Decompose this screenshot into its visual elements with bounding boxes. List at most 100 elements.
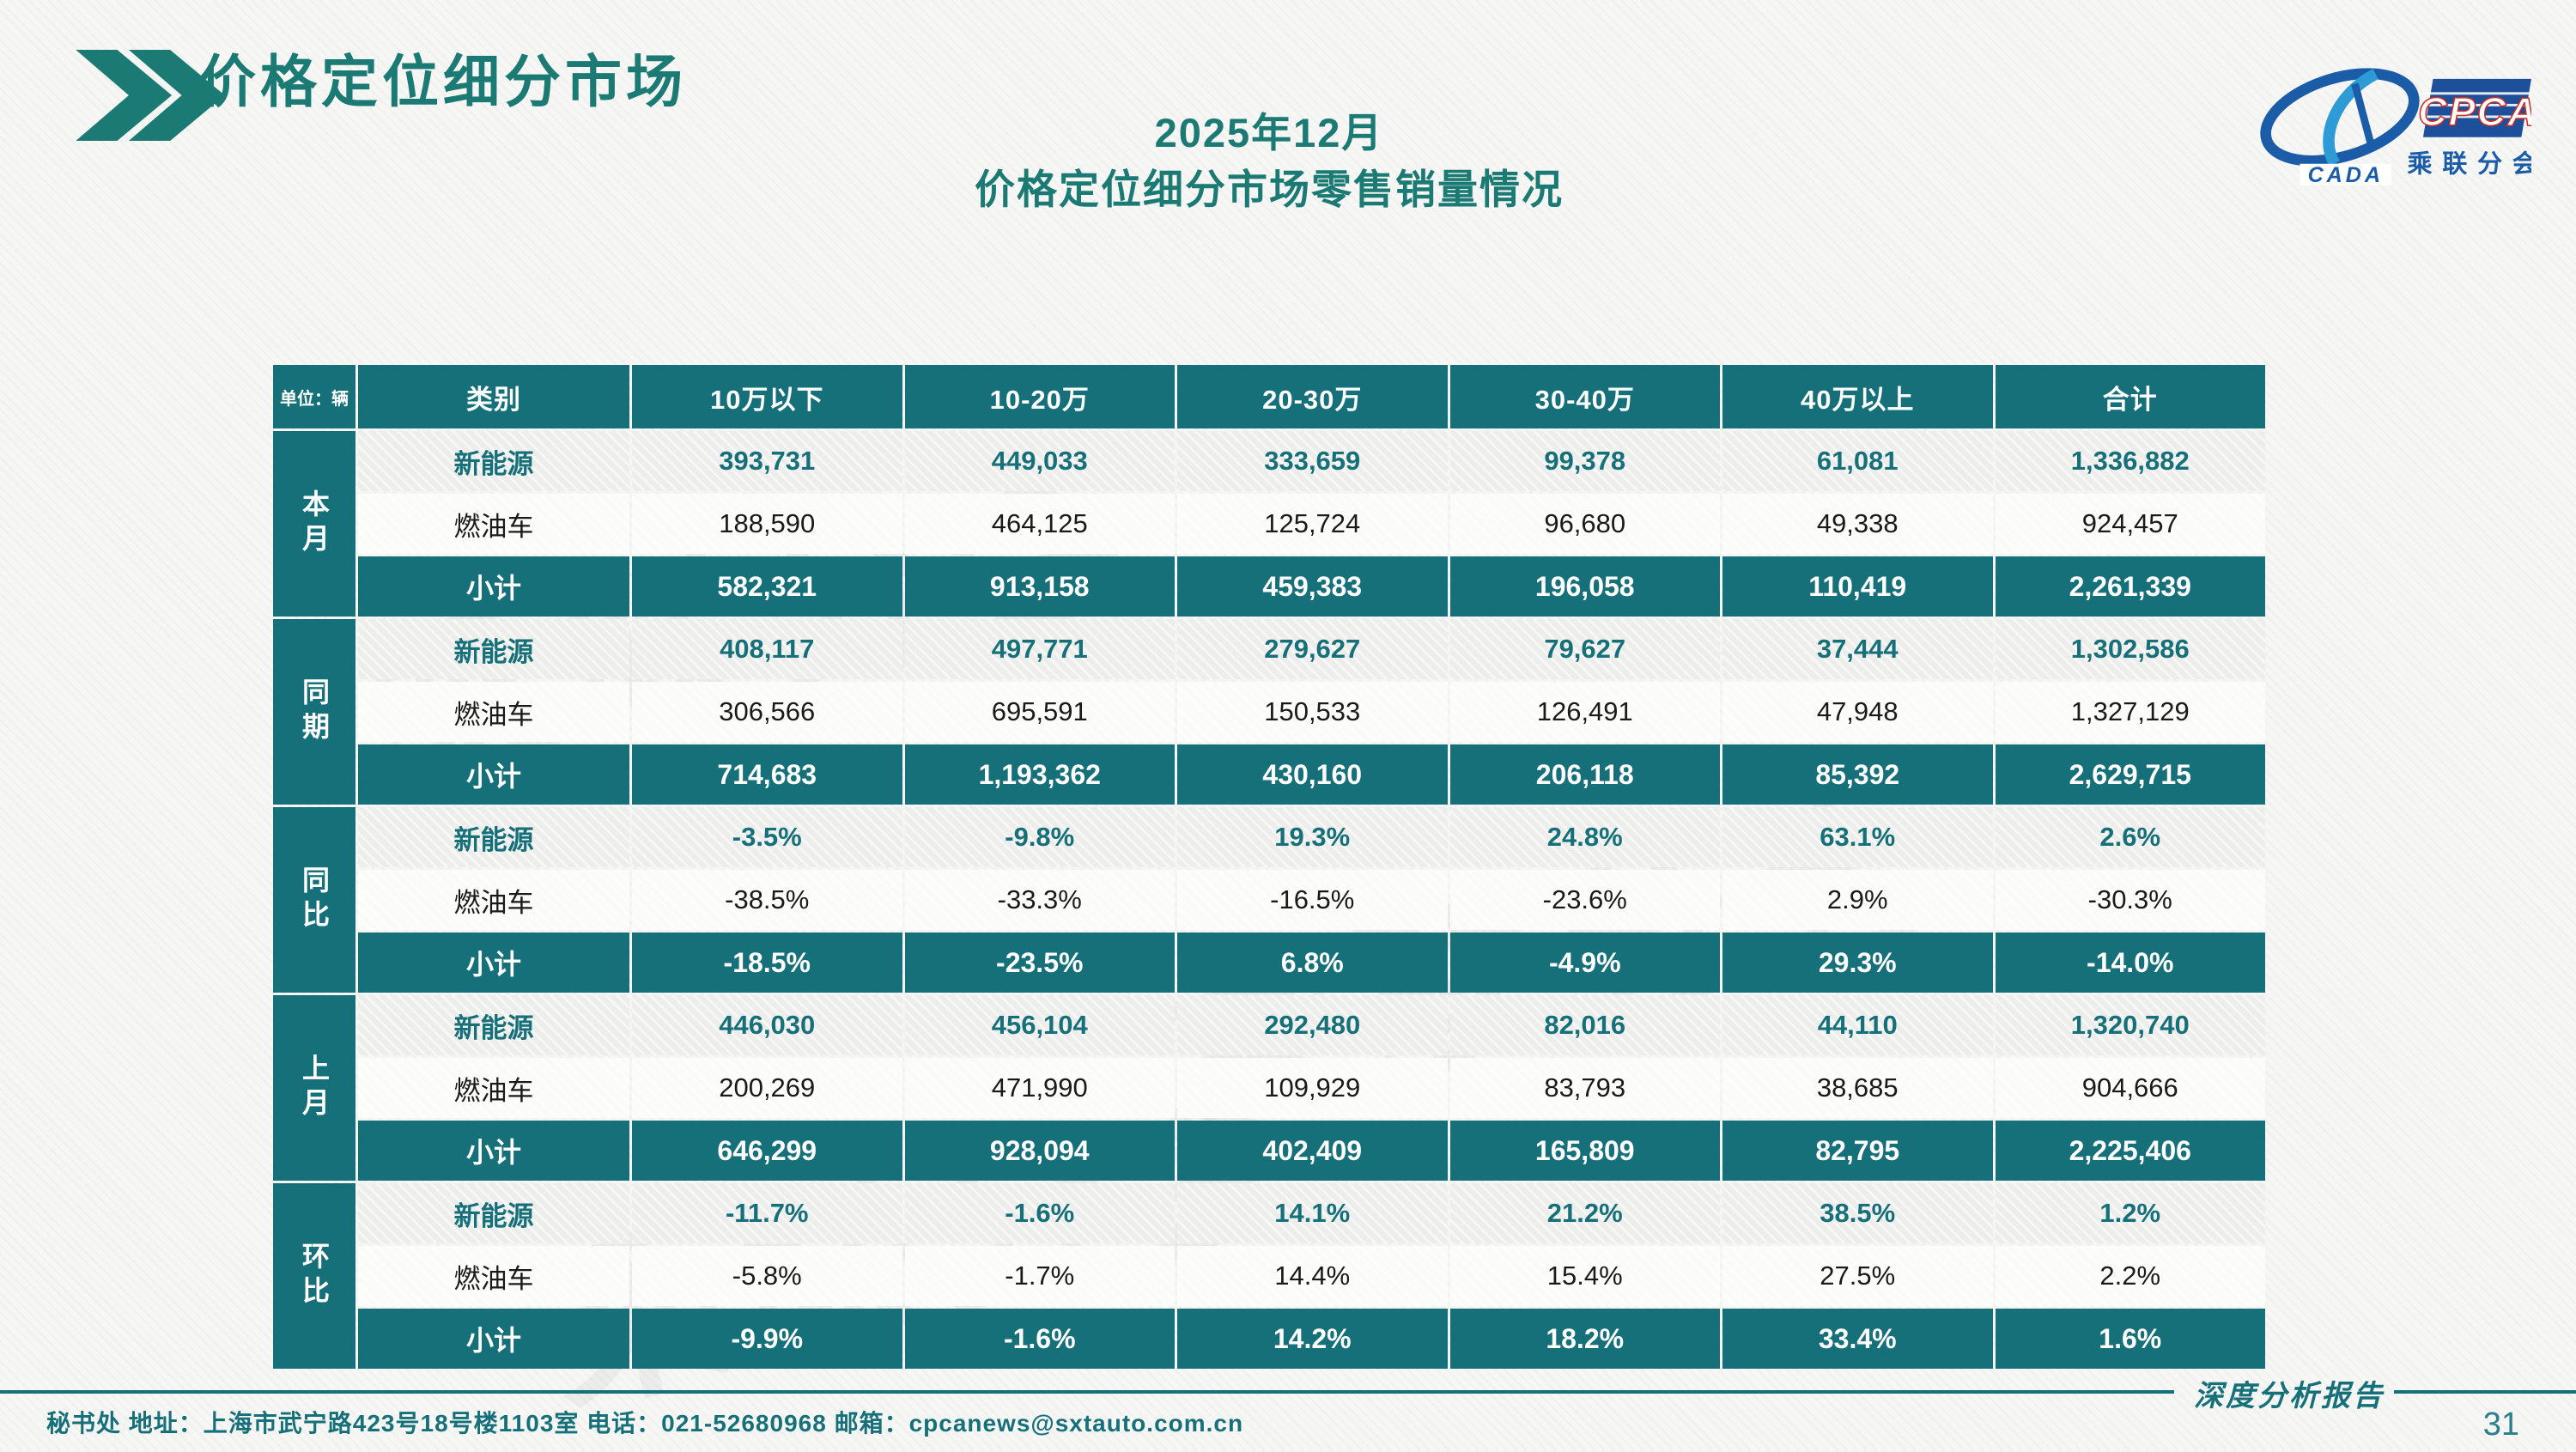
logo-cpca-text: CPCA <box>2418 89 2531 134</box>
value-cell: -33.3% <box>904 870 1175 930</box>
value-cell: 206,118 <box>1449 744 1720 805</box>
category-cell: 小计 <box>358 1309 629 1369</box>
subtitle-line-2: 价格定位细分市场零售销量情况 <box>975 167 1564 212</box>
value-cell: 85,392 <box>1722 744 1993 805</box>
value-cell: 449,033 <box>904 431 1175 491</box>
group-label: 同期 <box>273 619 355 805</box>
value-cell: -23.5% <box>904 933 1175 993</box>
value-cell: 14.2% <box>1177 1309 1448 1369</box>
value-cell: 1.2% <box>1995 1183 2265 1243</box>
value-cell: 1,320,740 <box>1995 995 2265 1055</box>
value-cell: 15.4% <box>1449 1246 1720 1306</box>
value-cell: 24.8% <box>1449 807 1720 867</box>
value-cell: 63.1% <box>1722 807 1993 867</box>
value-cell: -1.6% <box>904 1309 1175 1369</box>
value-cell: 913,158 <box>904 556 1175 617</box>
value-cell: -4.9% <box>1449 933 1720 993</box>
value-cell: 2,225,406 <box>1995 1121 2265 1181</box>
value-cell: 924,457 <box>1995 494 2265 554</box>
value-cell: 306,566 <box>632 682 902 742</box>
category-cell: 新能源 <box>358 619 629 679</box>
column-header: 10-20万 <box>904 365 1175 428</box>
column-header: 40万以上 <box>1722 365 1993 428</box>
report-type-label: 深度分析报告 <box>2194 1379 2385 1413</box>
value-cell: 471,990 <box>904 1058 1175 1118</box>
value-cell: 1,327,129 <box>1995 682 2265 742</box>
value-cell: 446,030 <box>632 995 902 1055</box>
value-cell: 582,321 <box>632 556 902 617</box>
value-cell: -38.5% <box>632 870 902 930</box>
value-cell: 2.6% <box>1995 807 2265 867</box>
category-cell: 小计 <box>358 1121 629 1181</box>
value-cell: 497,771 <box>904 619 1175 679</box>
logo-branch-text: 乘联分会 <box>2408 149 2531 178</box>
value-cell: 402,409 <box>1177 1121 1448 1181</box>
value-cell: 196,058 <box>1449 556 1720 617</box>
value-cell: 928,094 <box>904 1121 1175 1181</box>
value-cell: 19.3% <box>1177 807 1448 867</box>
value-cell: 38.5% <box>1722 1183 1993 1243</box>
category-cell: 燃油车 <box>358 870 629 930</box>
value-cell: 14.4% <box>1177 1246 1448 1306</box>
logo-cada-text: CADA <box>2308 163 2384 187</box>
cpca-logo: CADA CPCA 乘联分会 <box>2260 68 2531 187</box>
value-cell: 6.8% <box>1177 933 1448 993</box>
category-cell: 小计 <box>358 744 629 805</box>
value-cell: -9.8% <box>904 807 1175 867</box>
value-cell: 408,117 <box>632 619 902 679</box>
column-header: 类别 <box>358 365 629 428</box>
category-cell: 燃油车 <box>358 1058 629 1118</box>
value-cell: 37,444 <box>1722 619 1993 679</box>
value-cell: 464,125 <box>904 494 1175 554</box>
value-cell: 200,269 <box>632 1058 902 1118</box>
value-cell: 38,685 <box>1722 1058 1993 1118</box>
column-header: 30-40万 <box>1449 365 1720 428</box>
group-label: 上月 <box>273 995 355 1181</box>
value-cell: 1,336,882 <box>1995 431 2265 491</box>
title-chevron-icon <box>76 50 225 141</box>
value-cell: 188,590 <box>632 494 902 554</box>
value-cell: 2,261,339 <box>1995 556 2265 617</box>
value-cell: -11.7% <box>632 1183 902 1243</box>
value-cell: 47,948 <box>1722 682 1993 742</box>
value-cell: 82,016 <box>1449 995 1720 1055</box>
category-cell: 新能源 <box>358 995 629 1055</box>
value-cell: 49,338 <box>1722 494 1993 554</box>
logo-swoosh <box>2323 68 2379 167</box>
value-cell: 646,299 <box>632 1121 902 1181</box>
category-cell: 小计 <box>358 556 629 617</box>
price-segment-table: 单位：辆 类别 10万以下 10-20万 20-30万 30-40万 40万以上 合计 本月 新能… <box>273 365 2265 1369</box>
value-cell: 61,081 <box>1722 431 1993 491</box>
value-cell: 109,929 <box>1177 1058 1448 1118</box>
value-cell: 110,419 <box>1722 556 1993 617</box>
group-label: 同比 <box>273 807 355 993</box>
value-cell: 96,680 <box>1449 494 1720 554</box>
category-cell: 燃油车 <box>358 1246 629 1306</box>
value-cell: 456,104 <box>904 995 1175 1055</box>
category-cell: 新能源 <box>358 807 629 867</box>
value-cell: 83,793 <box>1449 1058 1720 1118</box>
column-header: 20-30万 <box>1177 365 1448 428</box>
value-cell: -1.7% <box>904 1246 1175 1306</box>
value-cell: 44,110 <box>1722 995 1993 1055</box>
value-cell: 2.2% <box>1995 1246 2265 1306</box>
value-cell: 333,659 <box>1177 431 1448 491</box>
value-cell: -23.6% <box>1449 870 1720 930</box>
category-cell: 新能源 <box>358 1183 629 1243</box>
value-cell: 125,724 <box>1177 494 1448 554</box>
category-cell: 燃油车 <box>358 494 629 554</box>
value-cell: 14.1% <box>1177 1183 1448 1243</box>
category-cell: 小计 <box>358 933 629 993</box>
value-cell: -5.8% <box>632 1246 902 1306</box>
value-cell: 150,533 <box>1177 682 1448 742</box>
value-cell: -30.3% <box>1995 870 2265 930</box>
value-cell: 29.3% <box>1722 933 1993 993</box>
value-cell: 18.2% <box>1449 1309 1720 1369</box>
value-cell: 292,480 <box>1177 995 1448 1055</box>
value-cell: 695,591 <box>904 682 1175 742</box>
value-cell: -9.9% <box>632 1309 902 1369</box>
value-cell: 33.4% <box>1722 1309 1993 1369</box>
footer-address: 秘书处 地址：上海市武宁路423号18号楼1103室 电话：021-526809… <box>46 1410 1244 1437</box>
group-label: 环比 <box>273 1183 355 1369</box>
value-cell: 2.9% <box>1722 870 1993 930</box>
